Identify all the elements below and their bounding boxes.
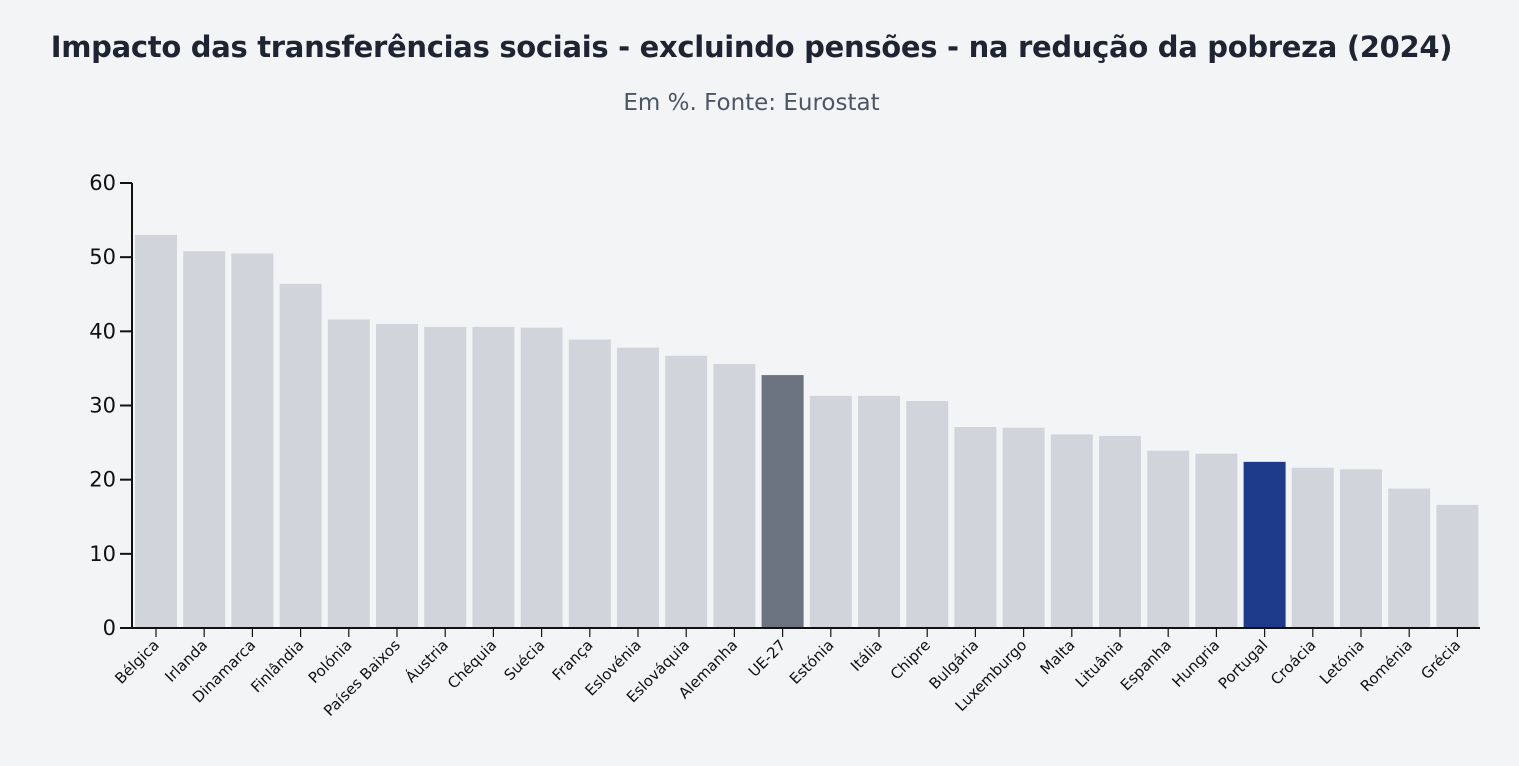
y-tick-label: 0 bbox=[103, 616, 116, 640]
chart-subtitle: Em %. Fonte: Eurostat bbox=[623, 90, 880, 116]
bar-países-baixos bbox=[376, 323, 418, 628]
bar-chéquia bbox=[472, 326, 515, 628]
x-tick-label: Estónia bbox=[786, 636, 838, 688]
x-tick-label: UE-27 bbox=[745, 636, 790, 681]
bar-dinamarca bbox=[231, 253, 274, 629]
bar-espanha bbox=[1147, 450, 1190, 628]
bar-ue-27 bbox=[761, 375, 804, 628]
bars-group bbox=[135, 234, 1479, 629]
x-tick-label: Roménia bbox=[1357, 636, 1416, 695]
bar-grécia bbox=[1436, 504, 1479, 628]
bar-luxemburgo bbox=[1002, 427, 1045, 628]
bar-eslováquia bbox=[665, 355, 708, 628]
y-tick-label: 20 bbox=[89, 468, 116, 492]
y-tick-label: 40 bbox=[89, 319, 116, 343]
x-tick-label: França bbox=[549, 636, 597, 684]
bar-bulgária bbox=[954, 427, 997, 628]
x-tick-label: Chipre bbox=[887, 636, 934, 683]
bar-eslovénia bbox=[617, 347, 659, 628]
x-axis: BélgicaIrlandaDinamarcaFinlândiaPolóniaP… bbox=[111, 627, 1480, 720]
bar-lituânia bbox=[1099, 435, 1141, 628]
x-tick-label: Chéquia bbox=[444, 636, 500, 692]
bar-polónia bbox=[327, 319, 370, 628]
bar-chipre bbox=[906, 401, 949, 628]
x-tick-label: Itália bbox=[847, 636, 886, 675]
bar-irlanda bbox=[183, 251, 226, 628]
bar-roménia bbox=[1388, 488, 1431, 628]
x-tick-label: Malta bbox=[1037, 636, 1079, 678]
bar-suécia bbox=[520, 327, 563, 628]
bar-croácia bbox=[1291, 467, 1334, 628]
bar-hungria bbox=[1195, 453, 1238, 628]
bar-itália bbox=[858, 395, 900, 628]
x-tick-label: Finlândia bbox=[247, 636, 307, 696]
chart-title: Impacto das transferências sociais - exc… bbox=[50, 30, 1453, 64]
bar-estónia bbox=[809, 395, 852, 628]
bar-alemanha bbox=[713, 363, 756, 628]
bar-letónia bbox=[1340, 469, 1382, 628]
bar-frança bbox=[568, 339, 611, 628]
x-tick-label: Croácia bbox=[1267, 636, 1320, 689]
x-tick-label: Portugal bbox=[1215, 636, 1272, 693]
y-tick-label: 30 bbox=[89, 394, 116, 418]
x-tick-label: Grécia bbox=[1417, 636, 1464, 683]
bar-malta bbox=[1050, 434, 1093, 628]
y-tick-label: 50 bbox=[89, 245, 116, 269]
x-tick-label: Bélgica bbox=[111, 636, 162, 687]
x-tick-label: Hungria bbox=[1169, 636, 1224, 691]
bar-portugal bbox=[1243, 461, 1286, 628]
bar-bélgica bbox=[135, 234, 177, 628]
x-tick-label: Suécia bbox=[500, 636, 548, 684]
y-tick-label: 10 bbox=[89, 542, 116, 566]
y-tick-label: 60 bbox=[89, 171, 116, 195]
y-axis: 0 10 20 30 40 50 60 bbox=[89, 171, 133, 640]
x-tick-label: Espanha bbox=[1117, 636, 1175, 694]
bar-áustria bbox=[424, 326, 467, 628]
bar-finlândia bbox=[279, 283, 322, 628]
